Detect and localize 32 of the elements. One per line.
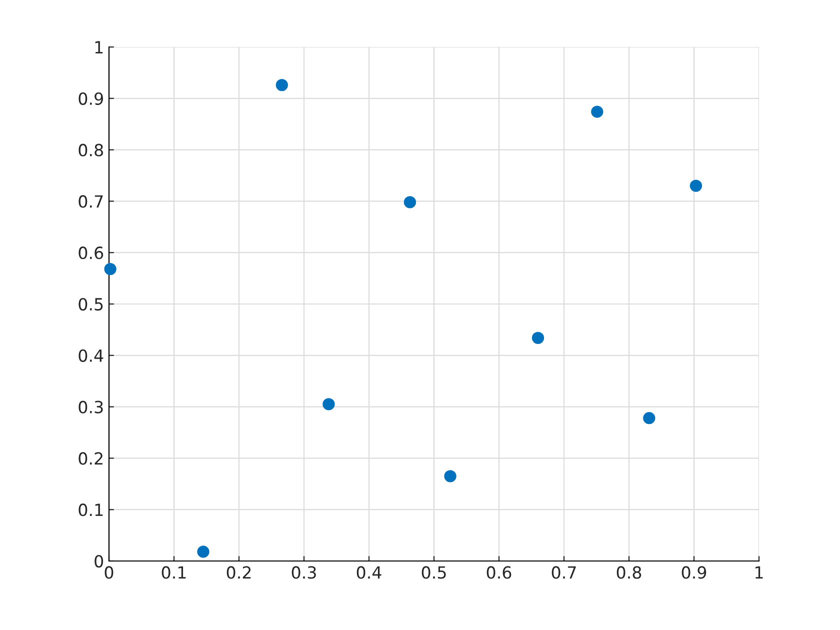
- y-tick-label: 0.8: [78, 144, 103, 156]
- x-tick-label: 0.3: [292, 566, 316, 579]
- x-tick-label: 0.8: [616, 566, 642, 579]
- y-tick-label: 0.4: [78, 349, 104, 362]
- point: [404, 196, 416, 208]
- x-tick-label: 0.4: [356, 566, 382, 579]
- y-tick-label: 0.6: [78, 246, 104, 260]
- x-tick-label: 0: [104, 566, 114, 579]
- point: [643, 412, 656, 424]
- point: [322, 398, 335, 410]
- y-tick-label: 0.5: [78, 298, 103, 311]
- x-tick-label: 0.1: [162, 566, 186, 579]
- y-tick-label: 0.3: [78, 400, 103, 414]
- point: [591, 106, 604, 118]
- y-tick-label: 0.7: [78, 195, 103, 208]
- y-tick-label: 1: [95, 41, 103, 54]
- x-tick-label: 0.9: [682, 566, 706, 579]
- x-tick-label: 1: [756, 566, 763, 579]
- point: [690, 180, 702, 192]
- point: [276, 78, 288, 92]
- point: [104, 262, 116, 276]
- point: [197, 546, 210, 558]
- y-tick-label: 0.9: [78, 92, 103, 105]
- x-tick-label: 0.2: [226, 566, 251, 579]
- x-tick-label: 0.5: [422, 566, 446, 579]
- x-tick-label: 0.6: [486, 566, 512, 579]
- y-tick-label: 0.1: [78, 504, 103, 516]
- y-tick-label: 0.2: [78, 452, 102, 465]
- point: [532, 332, 544, 344]
- y-tick-label: 0: [94, 554, 104, 568]
- x-tick-label: 0.7: [552, 566, 576, 579]
- point: [444, 470, 456, 482]
